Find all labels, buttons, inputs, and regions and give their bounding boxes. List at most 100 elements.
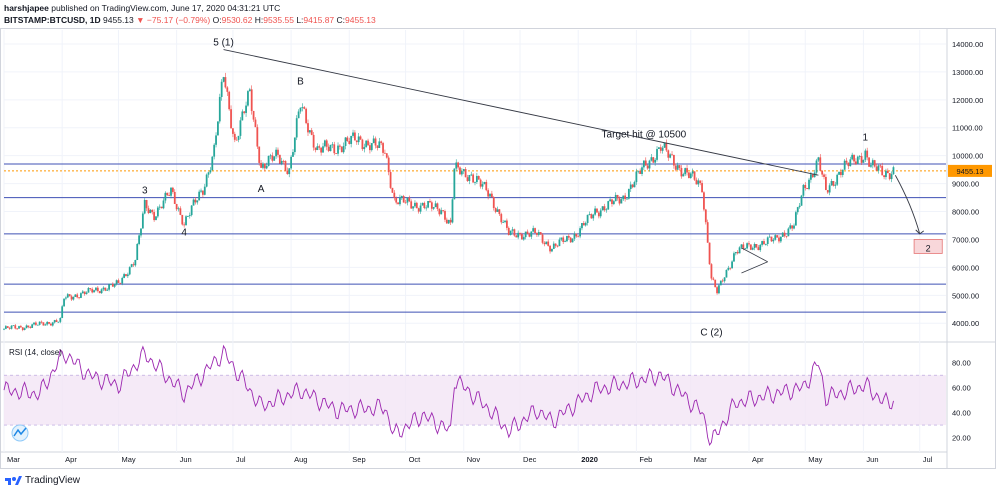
candle-body <box>560 237 563 240</box>
candle-body <box>740 244 743 248</box>
candle-body <box>138 235 141 245</box>
candle-body <box>695 179 698 185</box>
candle-body <box>323 140 326 147</box>
target-box-label: 2 <box>926 243 931 253</box>
candle-body <box>211 156 214 171</box>
candle-body <box>352 132 354 136</box>
candle-body <box>93 290 95 293</box>
candle-body <box>273 156 276 161</box>
candle-body <box>828 185 831 193</box>
wave-annotation: C (2) <box>700 328 722 339</box>
candle-body <box>832 181 835 186</box>
price-chart[interactable]: 4000.00 5000.00 6000.00 7000.00 8000.00 9000.… <box>0 0 1000 474</box>
candle-body <box>618 198 621 204</box>
candle-body <box>399 197 401 205</box>
price-tick-label: 12000.00 <box>952 96 983 105</box>
candle-body <box>515 235 518 238</box>
candle-body <box>551 248 553 252</box>
candle-body <box>397 202 399 205</box>
candle-body <box>757 247 760 251</box>
candle-body <box>661 147 664 151</box>
candle-body <box>202 190 204 195</box>
time-tick-label: Jul <box>236 455 246 464</box>
time-tick-label: Dec <box>523 455 537 464</box>
candle-body <box>406 197 409 203</box>
candle-body <box>847 162 850 167</box>
candle-body <box>104 287 107 291</box>
candle-body <box>622 195 625 200</box>
publisher-name[interactable]: harshjapee <box>4 3 49 13</box>
candle-body <box>733 253 735 262</box>
candle-body <box>295 118 298 138</box>
candle-body <box>181 214 184 225</box>
candle-body <box>719 280 722 286</box>
candle-body <box>217 121 219 136</box>
candle-body <box>866 150 869 158</box>
candle-body <box>729 267 732 269</box>
candle-body <box>838 171 840 175</box>
candle-body <box>171 187 174 192</box>
candle-body <box>232 128 234 134</box>
candle-body <box>288 168 291 175</box>
candle-body <box>243 111 246 113</box>
candle-body <box>275 149 277 157</box>
wave-annotation: 3 <box>142 185 148 196</box>
candle-body <box>564 241 566 243</box>
candle-body <box>798 205 801 208</box>
time-tick-label: Sep <box>352 455 365 464</box>
candle-body <box>554 243 557 246</box>
time-tick-label: Apr <box>752 455 764 464</box>
candle-body <box>367 140 369 146</box>
candle-body <box>817 157 820 161</box>
candle-body <box>423 202 426 209</box>
candle-body <box>821 170 824 175</box>
candle-body <box>734 251 737 254</box>
candle-body <box>134 260 137 266</box>
candle-body <box>669 154 672 158</box>
candle-body <box>783 232 786 237</box>
candle-body <box>616 194 619 199</box>
candle-body <box>787 228 790 237</box>
price-change: ▼ −75.17 (−0.79%) <box>136 15 211 25</box>
candle-body <box>29 326 32 328</box>
candle-body <box>125 274 127 277</box>
candle-body <box>215 135 217 145</box>
candle-body <box>350 135 353 144</box>
candle-body <box>671 154 673 156</box>
candle-body <box>492 197 495 209</box>
candle-body <box>642 160 645 168</box>
candle-body <box>277 149 279 155</box>
candle-body <box>241 111 244 121</box>
candle-body <box>825 176 827 191</box>
candle-body <box>545 241 548 245</box>
time-tick-label: Oct <box>409 455 422 464</box>
candle-body <box>8 327 11 329</box>
candle-body <box>35 322 37 325</box>
candle-body <box>158 206 161 208</box>
price-tick-label: 5000.00 <box>952 291 979 300</box>
candle-body <box>432 207 435 209</box>
symbol-label: BITSTAMP:BTCUSD, 1D <box>4 15 101 25</box>
candle-body <box>149 209 152 214</box>
candle-body <box>637 170 640 172</box>
candle-body <box>611 199 613 205</box>
candle-body <box>627 189 630 199</box>
candle-body <box>779 236 782 242</box>
wave-annotation: A <box>258 184 265 195</box>
candle-body <box>141 213 144 229</box>
candle-body <box>400 196 403 198</box>
time-tick-label: Mar <box>694 455 707 464</box>
candle-body <box>519 232 521 235</box>
candle-body <box>809 174 812 180</box>
candle-body <box>438 208 441 215</box>
candle-body <box>785 236 788 237</box>
candle-body <box>614 194 617 202</box>
candle-body <box>575 233 578 237</box>
candle-body <box>479 179 482 187</box>
candle-body <box>440 210 443 215</box>
candle-body <box>267 156 270 166</box>
candle-body <box>811 174 814 178</box>
candle-body <box>635 171 638 183</box>
candle-body <box>106 289 109 291</box>
candle-body <box>203 186 206 195</box>
